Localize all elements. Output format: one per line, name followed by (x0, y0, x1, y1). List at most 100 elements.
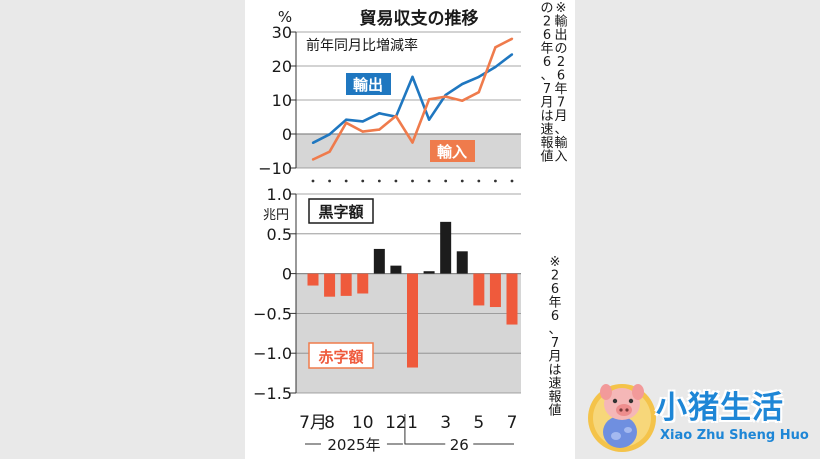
x-tick-label: 7月 (299, 413, 327, 433)
legend-surplus-label: 黒字額 (318, 203, 363, 221)
growth-tick-label: 30 (272, 23, 292, 42)
legend-export-box (346, 73, 391, 95)
separator-dot (328, 179, 331, 183)
growth-rate-panel: 30 20 10 0 −10 % 前年同月比増減率 輸出 輸入 (258, 8, 521, 178)
import-point (394, 114, 398, 118)
chart-title: 貿易収支の推移 (360, 8, 479, 29)
deficit-bar (473, 273, 485, 306)
export-point (411, 75, 414, 79)
export-point (311, 141, 315, 145)
pig-mascot-icon (588, 384, 656, 452)
growth-y-ticks: 30 20 10 0 −10 (258, 23, 297, 178)
separator-dot (411, 179, 414, 183)
legend-surplus: 黒字額 (308, 198, 374, 224)
growth-tick-label: −10 (258, 159, 292, 178)
trade-balance-panel: 1.0 0.5 0 −0.5 −1.0 −1.5 兆円 黒字額 赤字額 (253, 185, 521, 403)
x-tick-label: 3 (440, 413, 451, 433)
separator-dot (344, 179, 348, 183)
watermark-subtitle: Xiao Zhu Sheng Huo (660, 428, 809, 443)
import-point (510, 37, 514, 40)
export-point (328, 133, 331, 136)
import-point (311, 158, 315, 161)
export-point (477, 75, 481, 79)
export-point (510, 53, 514, 56)
x-tick-label: 7 (507, 413, 518, 433)
export-point (494, 65, 497, 69)
import-point (477, 90, 481, 94)
separator-dot (311, 179, 315, 183)
deficit-bar (489, 273, 501, 308)
deficit-bar (506, 273, 518, 325)
legend-export-label: 輸出 (353, 76, 383, 94)
balance-bars (307, 221, 518, 368)
import-point (494, 46, 497, 49)
x-axis: 7月8 10 12 1 3 5 7 2025年 26 (299, 413, 517, 454)
separator-dot (377, 179, 381, 183)
import-point (361, 130, 364, 133)
separator-dot (444, 179, 448, 183)
legend-surplus-box (308, 198, 374, 224)
export-point (461, 82, 464, 86)
x-tick-label: 8 (324, 413, 335, 433)
growth-y-unit: % (278, 8, 292, 26)
balance-tick-label: −0.5 (253, 304, 292, 323)
balance-tick-label: −1.5 (253, 384, 292, 403)
deficit-bar (340, 273, 352, 296)
growth-series (311, 37, 514, 161)
note-top: ※輸出の 2 6 年 7 月、輸入の 2 6 年 6、 7 月は速報値 (540, 1, 567, 165)
legend-import: 輸入 (430, 140, 475, 162)
separator-dot (494, 179, 497, 183)
legend-deficit: 赤字額 (308, 342, 374, 369)
legend-import-box (430, 140, 475, 162)
legend-deficit-box (308, 342, 374, 369)
surplus-bar (390, 265, 402, 274)
x-tick-label: 1 (407, 413, 418, 433)
separator-dot (460, 179, 464, 183)
balance-y-unit: 兆円 (263, 208, 289, 223)
separator-dot (510, 179, 514, 183)
growth-tick-label: 0 (282, 125, 292, 144)
balance-tick-label: 0.5 (267, 225, 292, 244)
x-tick-label: 5 (473, 413, 484, 433)
balance-y-ticks: 1.0 0.5 0 −0.5 −1.0 −1.5 (253, 185, 297, 403)
surplus-bar (423, 271, 435, 274)
import-point (328, 150, 331, 153)
import-point (444, 95, 447, 98)
import-point (378, 128, 381, 131)
deficit-bar (407, 273, 418, 368)
export-point (344, 118, 348, 121)
deficit-bar (324, 273, 336, 297)
deficit-bar (357, 273, 369, 294)
balance-tick-label: 1.0 (267, 185, 292, 204)
note-bottom: ※ 2 6 年 6、 7 月は速報値 (548, 255, 561, 419)
legend-export: 輸出 (346, 73, 391, 95)
growth-tick-label: 10 (272, 91, 292, 110)
growth-tick-label: 20 (272, 57, 292, 76)
growth-shade-below-zero (296, 134, 521, 168)
year-group-label: 2025年 (327, 436, 380, 454)
legend-deficit-label: 赤字額 (318, 348, 363, 366)
separator-dot (477, 179, 481, 183)
import-point (344, 121, 348, 124)
year-group-label: 26 (450, 436, 469, 454)
watermark-title: 小猪生活 (656, 390, 784, 426)
watermark: 小猪生活 Xiao Zhu Sheng Huo (578, 372, 820, 459)
surplus-bar (440, 221, 452, 274)
balance-tick-label: −1.0 (253, 344, 292, 363)
separator-dot (427, 179, 431, 183)
surplus-bar (373, 248, 385, 274)
legend-import-label: 輸入 (437, 143, 467, 161)
separator-dot (394, 179, 398, 183)
import-point (427, 98, 431, 101)
export-point (378, 112, 381, 115)
balance-tick-label: 0 (282, 265, 292, 284)
export-point (361, 120, 364, 123)
x-tick-label: 10 (352, 413, 374, 433)
separator-dot (361, 179, 365, 183)
panel-separator-dots (311, 179, 514, 183)
x-tick-label: 12 (385, 413, 407, 433)
import-point (461, 99, 464, 102)
import-point (411, 141, 414, 144)
export-point (427, 118, 431, 121)
